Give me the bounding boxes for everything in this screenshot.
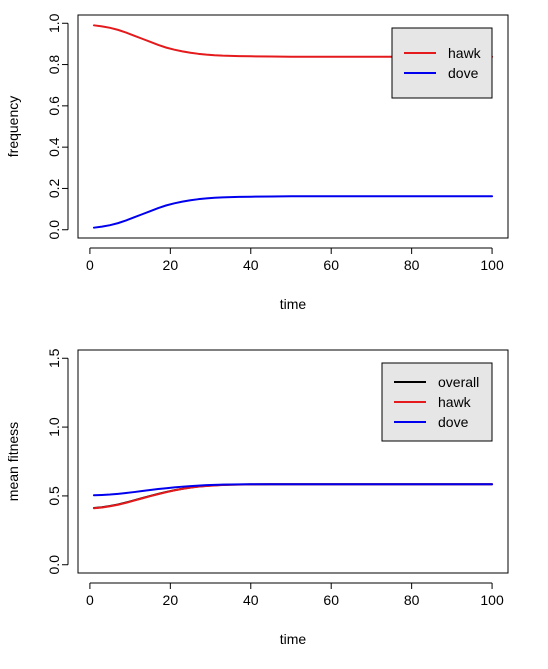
y-axis-title: frequency xyxy=(5,96,21,157)
y-tick-label: 1.0 xyxy=(46,13,62,33)
x-tick-label: 20 xyxy=(163,257,179,273)
x-tick-label: 0 xyxy=(86,592,94,608)
legend-label-dove: dove xyxy=(438,414,469,430)
plot-frame xyxy=(77,14,509,239)
legend-box xyxy=(391,27,493,99)
legend-label-hawk: hawk xyxy=(438,394,472,410)
legend: hawk dove xyxy=(391,27,493,99)
x-tick-label: 100 xyxy=(480,257,504,273)
legend: overall hawk dove xyxy=(381,362,493,442)
series-line-dove xyxy=(92,483,494,497)
x-axis-title: time xyxy=(280,631,307,647)
x-tick-label: 60 xyxy=(323,592,339,608)
y-tick-label: 0.0 xyxy=(46,220,62,240)
series-line-dove xyxy=(92,195,494,229)
series-line-hawk xyxy=(92,483,494,510)
x-tick-label: 40 xyxy=(243,257,259,273)
y-tick-label: 0.8 xyxy=(46,55,62,75)
panel-1: 0 20 40 60 80 100 0.0 0.2 0.4 0.6 0.8 1.0 time freque… xyxy=(5,13,509,312)
y-tick-label: 0.4 xyxy=(46,137,62,157)
y-axis-title: mean fitness xyxy=(5,422,21,501)
y-tick-label: 0.0 xyxy=(46,555,62,575)
y-tick-label: 1.0 xyxy=(46,417,62,437)
legend-label-overall: overall xyxy=(438,374,479,390)
x-axis-title: time xyxy=(280,296,307,312)
series-line-hawk xyxy=(92,24,494,58)
x-tick-label: 80 xyxy=(404,257,420,273)
x-tick-label: 0 xyxy=(86,257,94,273)
y-tick-label: 0.2 xyxy=(46,179,62,199)
y-tick-label: 0.6 xyxy=(46,96,62,116)
legend-label-hawk: hawk xyxy=(448,45,482,61)
x-tick-label: 60 xyxy=(323,257,339,273)
y-tick-label: 1.5 xyxy=(46,348,62,368)
y-tick-label: 0.5 xyxy=(46,486,62,506)
x-tick-label: 80 xyxy=(404,592,420,608)
x-tick-label: 40 xyxy=(243,592,259,608)
x-tick-label: 20 xyxy=(163,592,179,608)
panel-2: 0 20 40 60 80 100 0.0 0.5 1.0 1.5 time mean fitness… xyxy=(5,348,509,647)
plot-frame xyxy=(77,349,509,574)
legend-label-dove: dove xyxy=(448,65,479,81)
x-tick-label: 100 xyxy=(480,592,504,608)
